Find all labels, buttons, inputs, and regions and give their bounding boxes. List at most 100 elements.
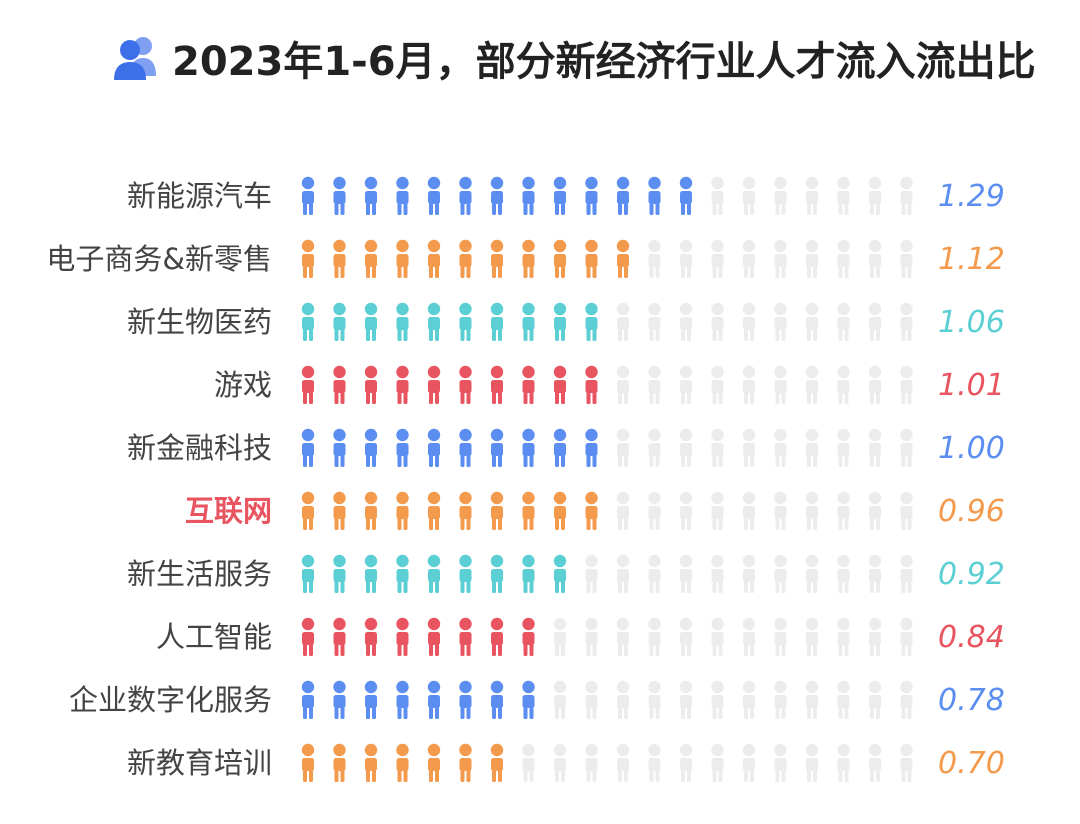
person-icon-filled (522, 617, 535, 656)
person-icon-empty (679, 617, 693, 656)
person-icon-filled (427, 680, 441, 719)
person-icon-empty (711, 176, 724, 215)
icon-row (301, 302, 913, 341)
value-label: 0.84 (938, 620, 1005, 655)
value-label: 0.92 (938, 557, 1005, 592)
person-icon-filled (553, 176, 567, 215)
person-icon-filled (333, 176, 346, 215)
person-icon-filled (333, 680, 346, 719)
person-icon-filled (301, 554, 315, 593)
person-icon-empty (679, 239, 693, 278)
person-icon-empty (837, 491, 850, 530)
person-icon-filled (553, 491, 567, 530)
person-icon-empty (585, 680, 598, 719)
person-icon-empty (868, 743, 882, 782)
person-icon-filled (364, 617, 378, 656)
person-icon-filled (553, 365, 567, 404)
users-icon (114, 37, 156, 80)
person-icon-empty (742, 428, 756, 467)
person-icon-empty (837, 176, 850, 215)
category-label: 新教育培训 (127, 746, 272, 780)
person-icon-filled (459, 302, 472, 341)
person-icon-empty (774, 491, 787, 530)
person-icon-empty (774, 617, 787, 656)
person-icon-empty (711, 428, 724, 467)
icon-row (301, 365, 913, 404)
person-icon-empty (900, 491, 913, 530)
person-icon-filled (396, 239, 409, 278)
icon-row (301, 239, 913, 278)
person-icon-filled (585, 176, 598, 215)
person-icon-empty (900, 680, 913, 719)
person-icon-empty (742, 743, 756, 782)
person-icon-empty (648, 239, 661, 278)
person-icon-empty (774, 428, 787, 467)
person-icon-empty (900, 617, 913, 656)
icon-row (301, 680, 913, 719)
person-icon-filled (427, 176, 441, 215)
person-icon-empty (711, 302, 724, 341)
person-icon-empty (648, 680, 661, 719)
person-icon-filled (459, 617, 472, 656)
person-icon-empty (585, 617, 598, 656)
category-label: 新生活服务 (127, 557, 272, 591)
category-label: 企业数字化服务 (69, 683, 272, 717)
person-icon-filled (333, 554, 346, 593)
person-icon-filled (333, 239, 346, 278)
person-icon-empty (522, 743, 535, 782)
person-icon-filled (396, 428, 409, 467)
person-icon-filled (364, 491, 378, 530)
person-icon-empty (616, 491, 630, 530)
person-icon-empty (616, 365, 630, 404)
person-icon-filled (364, 680, 378, 719)
person-icon-filled (679, 176, 693, 215)
person-icon-filled (459, 680, 472, 719)
person-icon-filled (301, 176, 315, 215)
value-label: 0.96 (938, 494, 1005, 529)
person-icon-empty (774, 680, 787, 719)
category-label: 新能源汽车 (127, 179, 272, 213)
person-icon-empty (868, 365, 882, 404)
person-icon-empty (711, 743, 724, 782)
person-icon-filled (553, 302, 567, 341)
person-icon-filled (427, 239, 441, 278)
person-icon-empty (742, 302, 756, 341)
person-icon-filled (585, 428, 598, 467)
person-icon-empty (805, 491, 819, 530)
person-icon-empty (837, 365, 850, 404)
person-icon-filled (333, 302, 346, 341)
person-icon-filled (333, 491, 346, 530)
person-icon-empty (774, 365, 787, 404)
value-label: 1.01 (938, 368, 1005, 403)
person-icon-empty (711, 491, 724, 530)
value-label: 1.12 (938, 242, 1005, 277)
person-icon-empty (648, 554, 661, 593)
value-label: 0.70 (938, 746, 1005, 781)
person-icon-filled (301, 743, 315, 782)
person-icon-filled (364, 239, 378, 278)
person-icon-filled (301, 680, 315, 719)
person-icon-filled (427, 302, 441, 341)
person-icon-empty (648, 743, 661, 782)
person-icon-filled (490, 365, 504, 404)
person-icon-filled (396, 554, 409, 593)
person-icon-empty (774, 554, 787, 593)
person-icon-filled (553, 554, 567, 593)
person-icon-empty (805, 428, 819, 467)
person-icon-empty (868, 428, 882, 467)
person-icon-empty (679, 680, 693, 719)
person-icon-filled (301, 428, 315, 467)
person-icon-filled (490, 617, 504, 656)
person-icon-empty (900, 176, 913, 215)
person-icon-filled (301, 491, 315, 530)
icon-row (301, 176, 913, 215)
person-icon-empty (868, 239, 882, 278)
person-icon-filled (301, 365, 315, 404)
value-label: 1.06 (938, 305, 1005, 340)
person-icon-empty (648, 617, 661, 656)
person-icon-filled (364, 428, 378, 467)
person-icon-filled (490, 743, 504, 782)
person-icon-empty (837, 743, 850, 782)
person-icon-empty (553, 743, 567, 782)
person-icon-filled (396, 365, 409, 404)
